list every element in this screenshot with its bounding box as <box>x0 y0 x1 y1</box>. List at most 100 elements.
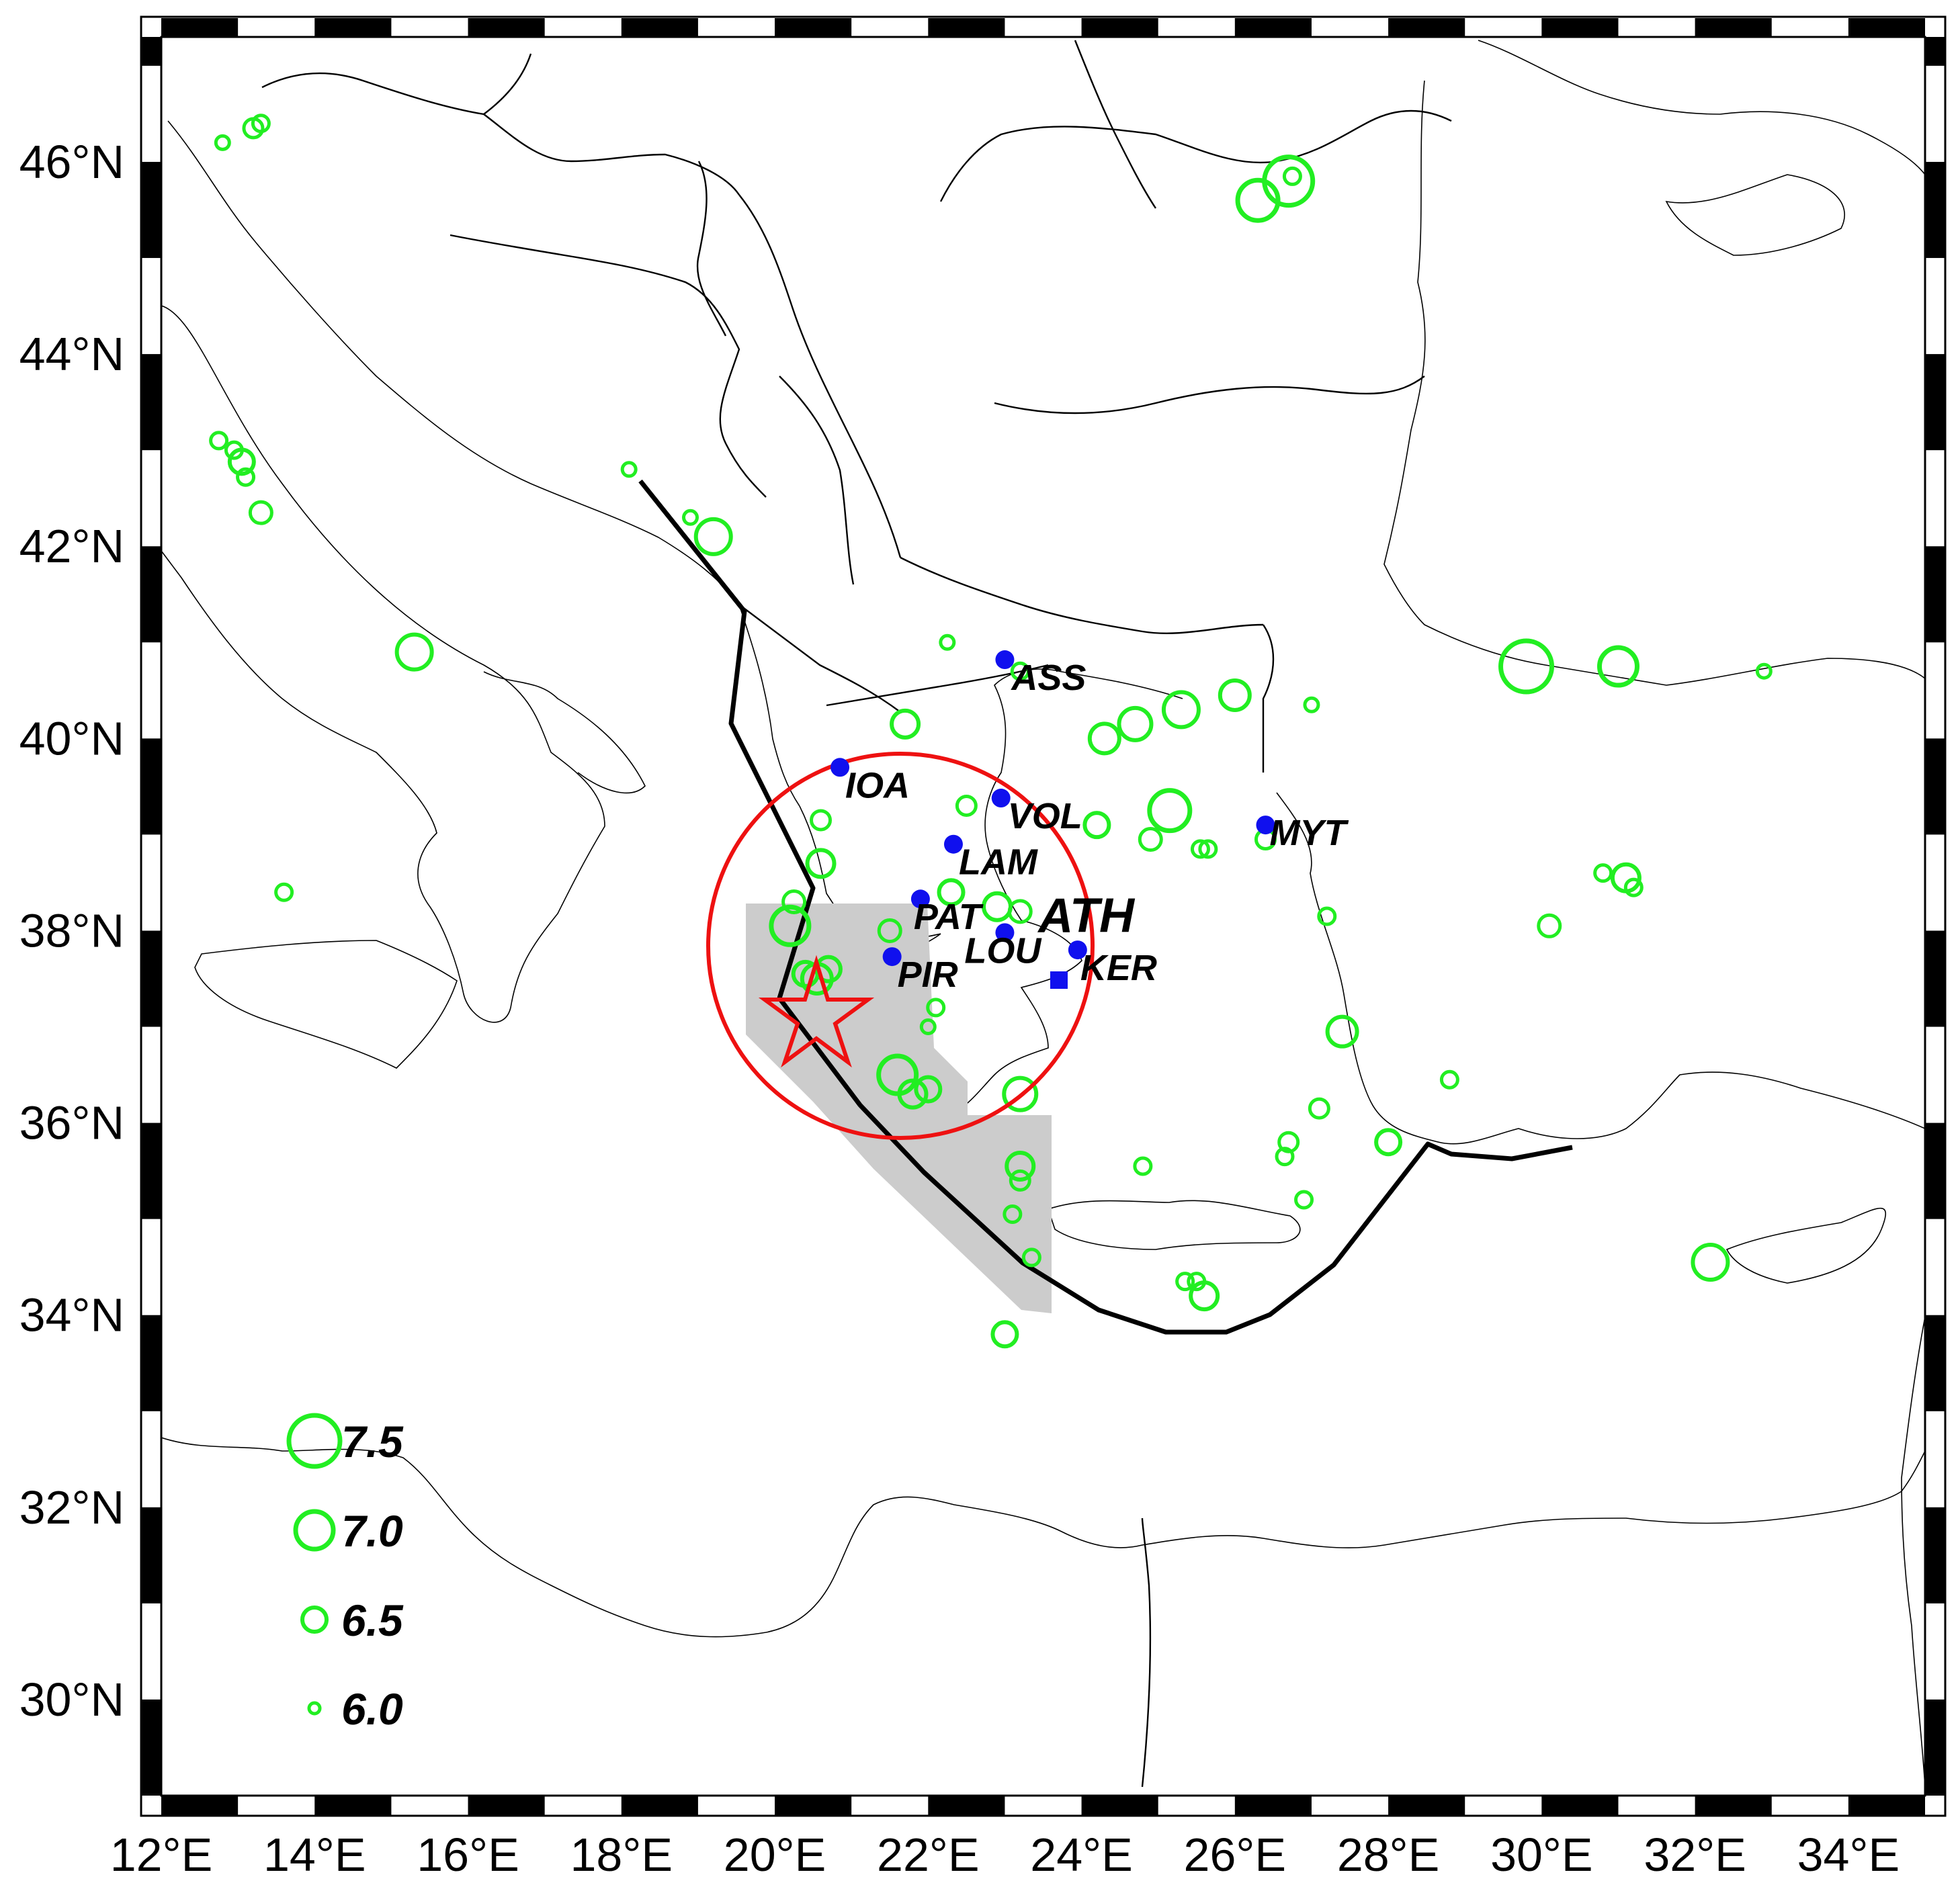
earthquake-marker <box>1161 690 1201 730</box>
border-13 <box>696 161 727 337</box>
coastline-north-africa <box>161 1437 1925 1638</box>
earthquake-marker <box>1009 1169 1031 1192</box>
earthquake-marker <box>682 509 699 526</box>
lat-tick-label: 32°N <box>19 1481 124 1534</box>
earthquake-marker <box>1308 1097 1330 1120</box>
station-ioa-label: IOA <box>845 765 910 805</box>
earthquake-marker <box>1010 661 1030 681</box>
station-ioa-marker <box>830 758 850 777</box>
earthquake-marker <box>1190 839 1210 859</box>
coastline-levant <box>1901 1316 1925 1788</box>
earthquake-marker <box>955 794 978 817</box>
earthquake-marker <box>1218 678 1252 712</box>
earthquake-marker <box>1003 1204 1023 1224</box>
coastline-sicily <box>194 940 458 1069</box>
earthquake-marker <box>1021 1247 1041 1268</box>
earthquake-marker <box>1374 1128 1403 1157</box>
lon-tick-label: 34°E <box>1797 1829 1900 1881</box>
border-11 <box>939 109 1452 202</box>
map-content <box>161 40 1925 1788</box>
station-vol-marker <box>991 789 1011 808</box>
earthquake-marker <box>1623 877 1644 897</box>
earthquake-marker <box>1498 638 1555 695</box>
earthquake-marker <box>914 1075 943 1104</box>
coastline-black-sea-west <box>1383 80 1925 686</box>
coastline-adriatic-east <box>167 120 800 807</box>
coastline-italy <box>161 305 605 1023</box>
legend-circle <box>293 1509 336 1552</box>
earthquake-marker <box>236 467 256 487</box>
earthquake-marker <box>620 461 638 478</box>
earthquake-marker <box>248 500 273 525</box>
earthquake-marker <box>781 889 807 915</box>
earthquake-marker <box>1082 811 1111 840</box>
earthquake-marker <box>1275 1147 1295 1167</box>
earthquake-marker <box>1262 155 1316 208</box>
border-8 <box>826 664 1049 707</box>
legend-label: 6.5 <box>341 1595 404 1645</box>
earthquake-marker <box>1087 721 1121 756</box>
station-lou-label: LOU <box>964 930 1042 971</box>
station-pat-marker <box>910 889 930 909</box>
earthquake-marker <box>937 878 966 907</box>
coastline-crimea <box>1665 174 1845 256</box>
coastline-greece <box>799 668 1183 1130</box>
coastline-crete <box>1047 1200 1301 1250</box>
lat-tick-label: 46°N <box>19 136 124 188</box>
earthquake-marker <box>394 632 434 672</box>
lat-tick-label: 38°N <box>19 904 124 957</box>
legend-label: 7.0 <box>341 1506 403 1556</box>
border-3 <box>450 234 767 498</box>
legend-circle <box>286 1413 343 1469</box>
borders <box>261 40 1452 1788</box>
earthquake-marker <box>1317 906 1337 926</box>
radius-circle <box>706 752 1095 1140</box>
station-ker-marker <box>1068 940 1087 960</box>
coastlines <box>161 40 1925 1788</box>
earthquake-marker <box>1294 1190 1314 1210</box>
earthquake-marker <box>214 134 231 151</box>
legend-label: 6.0 <box>341 1684 403 1734</box>
station-myt-label: MYT <box>1269 813 1349 853</box>
lon-tick-label: 22°E <box>877 1829 980 1881</box>
earthquake-marker <box>897 1078 929 1110</box>
earthquake-marker <box>1596 645 1639 688</box>
earthquake-marker <box>1147 788 1193 834</box>
earthquake-marker <box>274 882 294 902</box>
earthquake-marker <box>890 708 921 740</box>
earthquake-marker <box>1439 1069 1459 1090</box>
lon-tick-label: 28°E <box>1337 1829 1440 1881</box>
earthquake-marker <box>814 955 843 983</box>
station-vol-label: VOL <box>1008 796 1082 836</box>
coastline-anatolia-west <box>1276 792 1925 1145</box>
lon-tick-label: 18°E <box>570 1829 673 1881</box>
earthquake-marker <box>1007 899 1033 924</box>
earthquake-marker <box>1133 1156 1153 1176</box>
border-14 <box>1141 1518 1152 1788</box>
station-myt-marker <box>1256 816 1275 835</box>
earthquake-marker <box>1198 839 1218 859</box>
station-pir-marker <box>882 947 902 967</box>
earthquake-marker <box>805 848 837 879</box>
earthquake-marker <box>1537 913 1562 938</box>
station-lam-marker <box>943 834 963 854</box>
earthquake-marker <box>1303 696 1320 713</box>
station-ath-label: ATH <box>1037 889 1136 943</box>
earthquake-marker <box>919 1018 937 1036</box>
lat-tick-label: 34°N <box>19 1289 124 1342</box>
lon-tick-label: 16°E <box>417 1829 519 1881</box>
coastline-cyprus <box>1725 1207 1886 1284</box>
earthquakes <box>209 114 1773 1349</box>
earthquake-marker <box>251 114 271 134</box>
lon-tick-label: 32°E <box>1644 1829 1746 1881</box>
border-7 <box>779 376 855 585</box>
earthquake-marker <box>939 633 956 651</box>
earthquake-marker <box>1189 1280 1220 1312</box>
earthquake-marker <box>227 447 256 476</box>
lon-tick-label: 30°E <box>1490 1829 1593 1881</box>
earthquake-marker <box>1175 1272 1195 1292</box>
epicenter-star-icon <box>758 955 875 1068</box>
legend-circle <box>300 1606 329 1634</box>
lon-tick-label: 14°E <box>263 1829 366 1881</box>
